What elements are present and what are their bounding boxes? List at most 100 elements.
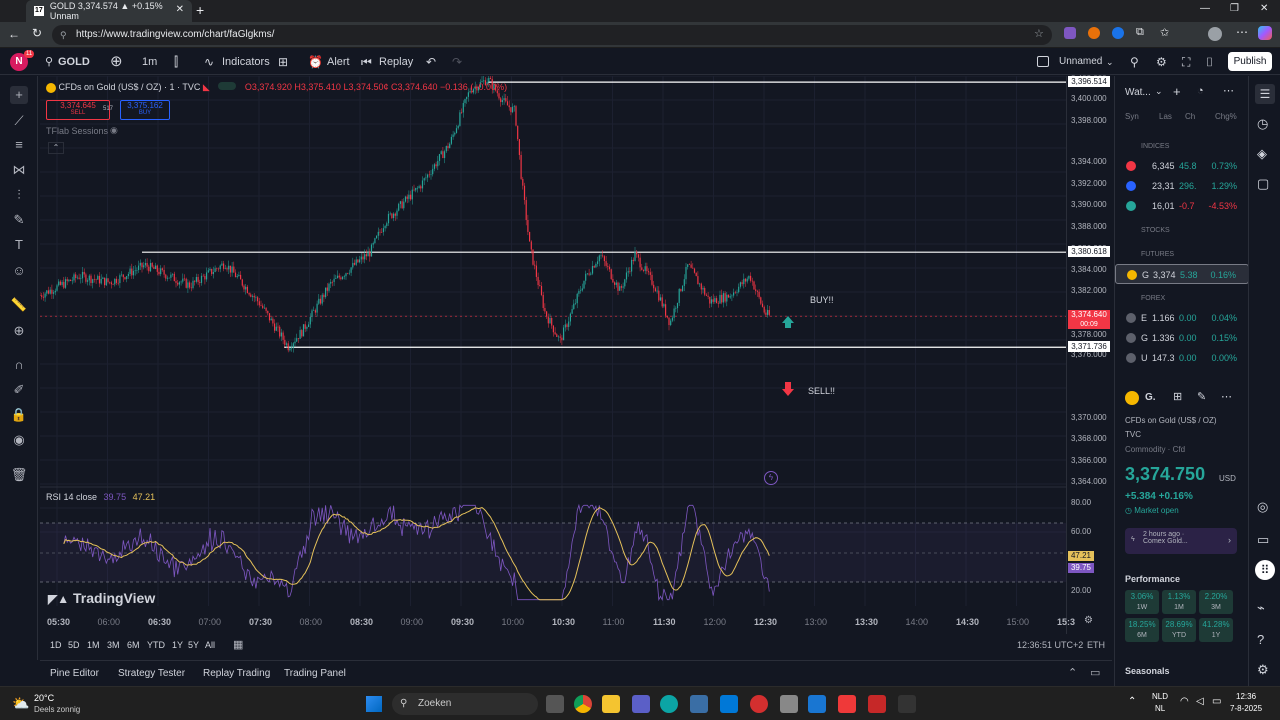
range-button-1y[interactable]: 1Y [172,640,184,650]
extensions-puzzle-icon[interactable]: ⧉ [1136,26,1144,38]
performance-cell[interactable]: 2.20% 3M [1199,590,1233,614]
browser-menu-icon[interactable]: ⋯ [1236,25,1248,39]
back-arrow-icon[interactable]: ← [8,27,20,41]
range-button-1d[interactable]: 1D [50,640,62,650]
level-price-tag[interactable]: 3,380.618 [1068,246,1110,258]
reload-icon[interactable]: ↻ [32,26,43,40]
replay-icon[interactable]: ⏮ [361,55,372,69]
settings-icon[interactable]: ⚙ [1257,662,1269,677]
price-chart-svg[interactable] [40,76,1066,634]
watchlist-row[interactable]: 6,345 45.8 0.73% [1115,156,1249,176]
tradingview-watermark[interactable]: ◤▲ TradingView [48,590,155,606]
site-info-icon[interactable]: ⚲ [60,30,67,40]
watchlist-row[interactable]: E 1.166 0.00 0.04% [1115,308,1249,328]
edge-icon[interactable] [660,695,678,713]
store-icon[interactable] [690,695,708,713]
watchlist-row[interactable]: 16,01 -0.7 -4.53% [1115,196,1249,216]
trash-icon[interactable]: 🗑 [10,467,28,482]
axis-settings-icon[interactable]: ⚙ [1084,615,1093,626]
col-last[interactable]: Las [1159,112,1172,121]
layers-icon[interactable]: ◈ [1257,146,1267,161]
fib-icon[interactable]: ≡ [15,137,23,152]
layout-chevron-down-icon[interactable]: ⌄ [1106,57,1114,67]
add-symbol-plus-icon[interactable]: + [1173,84,1181,99]
chrome-icon[interactable] [574,695,592,713]
section-futures[interactable]: FUTURES [1141,251,1175,258]
wifi-icon[interactable]: ◠ [1180,696,1189,707]
trend-line-icon[interactable]: ⟋ [14,113,24,128]
new-tab-icon[interactable]: + [196,2,205,18]
range-button-5d[interactable]: 5D [68,640,80,650]
range-button-1m[interactable]: 1M [87,640,100,650]
performance-cell[interactable]: 1.13% 1M [1162,590,1196,614]
section-forex[interactable]: FOREX [1141,295,1166,302]
apps-grid-icon[interactable]: ⠿ [1255,560,1275,580]
file-explorer-icon[interactable] [602,695,620,713]
snapshot-camera-icon[interactable]: ⌷ [1206,55,1214,69]
quick-search-icon[interactable]: ⚲ [1130,55,1139,69]
layouts-grid-icon[interactable]: ⊞ [278,55,289,69]
pattern-icon[interactable]: ⋈ [12,162,26,177]
indicators-button[interactable]: Indicators [222,56,270,68]
replay-button[interactable]: Replay [379,56,414,68]
forecast-icon[interactable]: ⫶ [17,187,21,202]
ruler-icon[interactable]: 📏 [10,297,28,312]
watchlist-chevron-down-icon[interactable]: ⌄ [1155,86,1163,96]
sell-annotation[interactable]: SELL!! [808,386,836,396]
watchlist-row[interactable]: U 147.3 0.00 0.00% [1115,348,1249,368]
performance-title[interactable]: Performance [1125,574,1181,584]
indicators-icon[interactable]: ∿ [204,55,215,69]
clock-time[interactable]: 12:36:51 UTC+2 [1017,640,1084,650]
interval-button[interactable]: 1m [142,56,158,68]
details-more-icon[interactable]: ⋯ [1221,391,1232,403]
col-change-percent[interactable]: Chg% [1215,112,1237,121]
more-options-icon[interactable]: ⋯ [1223,85,1234,97]
close-tab-icon[interactable]: ✕ [175,4,184,15]
watchlist-row[interactable]: G 3,374 5.38 0.16% [1115,264,1249,284]
tab-replay-trading[interactable]: Replay Trading [203,668,271,679]
eye-icon[interactable]: ◉ [110,125,118,135]
buy-annotation[interactable]: BUY!! [810,295,834,305]
alerts-clock-icon[interactable]: ◷ [1257,116,1269,131]
range-button-ytd[interactable]: YTD [147,640,165,650]
weather-icon[interactable]: ⛅ [12,695,30,711]
range-button-all[interactable]: All [205,640,216,650]
tab-pine-editor[interactable]: Pine Editor [50,668,99,679]
url-input[interactable]: ⚲ https://www.tradingview.com/chart/faGl… [52,25,1052,45]
wps-icon[interactable] [868,695,886,713]
performance-cell[interactable]: 41.28% 1Y [1199,618,1233,642]
level-price-tag[interactable]: 3,371.736 [1068,341,1110,353]
notifications-icon[interactable]: ⌁ [1257,600,1265,615]
collapse-panel-icon[interactable]: ⌃ [1068,667,1078,679]
watchlist-row[interactable]: 23,31 296. 1.29% [1115,176,1249,196]
favorites-bar-icon[interactable]: ✩ [1160,27,1170,39]
details-grid-icon[interactable]: ⊞ [1173,391,1183,403]
calendar-icon[interactable]: ▦ [233,639,244,651]
redo-icon[interactable]: ↷ [452,55,463,69]
extension-icon[interactable] [1112,27,1124,39]
lock-drawing-icon[interactable]: ✐ [13,382,25,397]
eye-icon[interactable]: ◉ [13,432,25,447]
symbol-search-button[interactable]: GOLD [58,56,90,68]
lock-icon[interactable]: 🔒 [10,407,28,422]
layout-name-button[interactable]: Unnamed [1059,56,1103,67]
emoji-icon[interactable]: ☺ [12,263,26,278]
performance-cell[interactable]: 18.25% 6M [1125,618,1159,642]
add-symbol-icon[interactable]: ⊕ [110,53,123,70]
layout-checkbox-icon[interactable] [1037,56,1049,67]
session-toggle[interactable]: ETH [1087,640,1105,650]
chat-bubble-icon[interactable]: ▭ [1257,532,1270,547]
extension-icon[interactable] [1064,27,1076,39]
range-button-3m[interactable]: 3M [107,640,120,650]
range-button-6m[interactable]: 6M [127,640,140,650]
section-stocks[interactable]: STOCKS [1141,227,1170,234]
legend-title[interactable]: CFDs on Gold (US$ / OZ) · 1 · TVC [58,82,201,92]
language-code[interactable]: NLD [1152,692,1169,701]
collapse-legend-icon[interactable]: ⌃ [48,142,64,154]
sell-button[interactable]: 3,374.645 SELL [46,100,110,120]
seasonals-title[interactable]: Seasonals [1125,666,1170,676]
extension-icon[interactable] [1088,27,1100,39]
volume-icon[interactable]: ◁ [1196,696,1204,707]
candles-icon[interactable]: ⫿ [174,54,179,69]
crosshair-icon[interactable]: + [10,86,28,104]
